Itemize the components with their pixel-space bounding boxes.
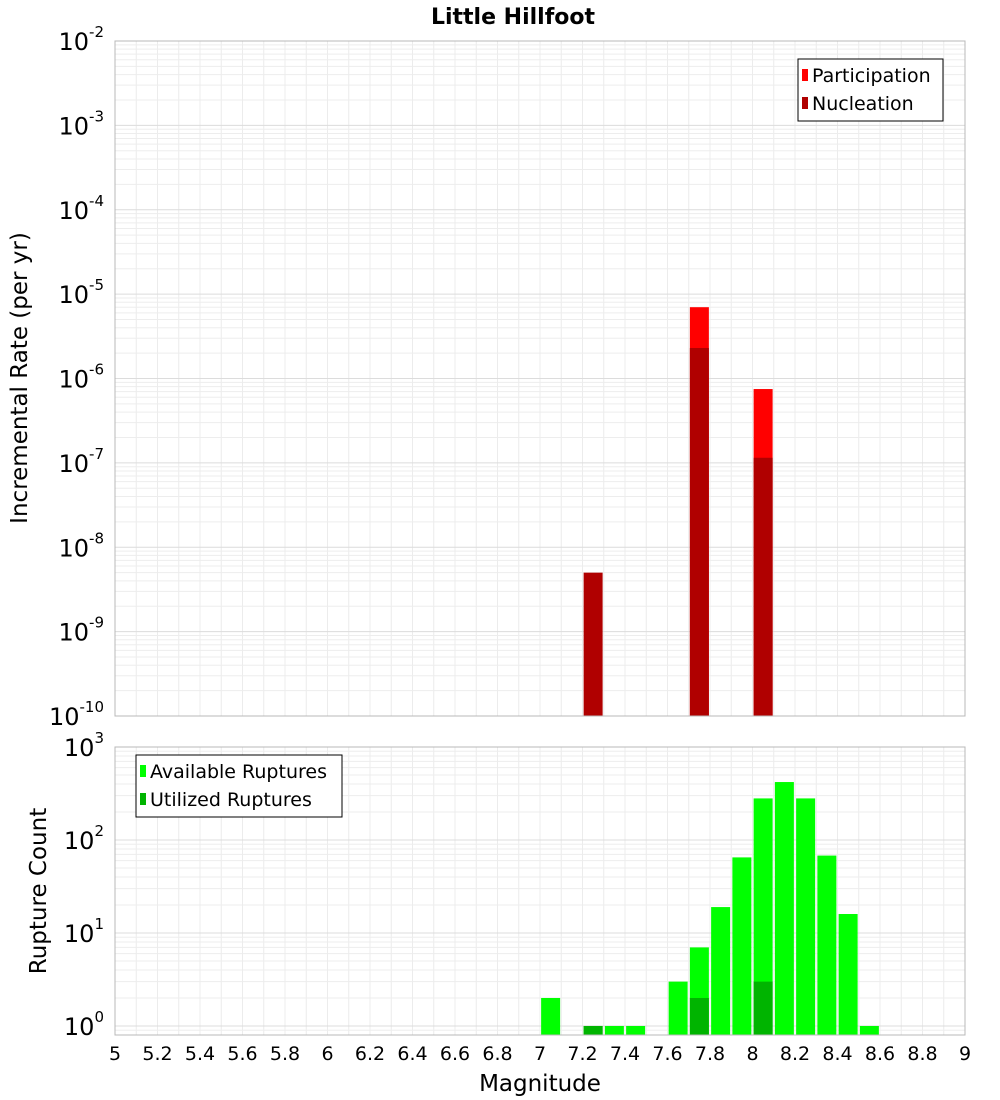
rupture-count-legend-swatch xyxy=(140,765,146,777)
x-tick-label: 6.8 xyxy=(482,1043,512,1065)
rate-y-axis-label: Incremental Rate (per yr) xyxy=(7,232,33,524)
rupture-count-bar-utilized-ruptures xyxy=(753,981,773,1035)
rupture-count-legend-label: Available Ruptures xyxy=(150,761,327,783)
rupture-count-legend-swatch xyxy=(140,793,146,805)
y-tick-label: 10-10 xyxy=(49,698,104,731)
rupture-count-y-axis-label: Rupture Count xyxy=(26,808,52,974)
rupture-count-bar-available-ruptures xyxy=(711,907,731,1035)
rupture-count-bar-available-ruptures xyxy=(796,798,816,1035)
rate-legend-swatch xyxy=(802,97,808,109)
y-tick-label: 103 xyxy=(64,729,104,762)
rupture-count-legend-label: Utilized Ruptures xyxy=(150,789,312,811)
y-tick-label: 101 xyxy=(64,915,104,948)
x-tick-label: 6.4 xyxy=(397,1043,427,1065)
rupture-count-bar-utilized-ruptures xyxy=(689,997,709,1035)
rupture-count-bars xyxy=(541,782,879,1035)
x-tick-label: 6.2 xyxy=(355,1043,385,1065)
y-tick-label: 10-3 xyxy=(58,107,104,140)
rupture-count-bar-available-ruptures xyxy=(838,914,858,1035)
rupture-count-bar-available-ruptures xyxy=(604,1025,624,1035)
rate-y-ticks: 10-10 10-9 10-8 10-7 10-6 10-5 10-4 10-3 10-2 xyxy=(49,23,104,731)
magnitude-x-ticks: 5 5.2 5.4 5.6 5.8 6 6.2 6.4 6.6 6.8 7 7.2 7.4 7.6 7.8 8… xyxy=(109,1043,971,1065)
x-tick-label: 5.8 xyxy=(270,1043,300,1065)
rupture-count-bar-available-ruptures xyxy=(753,798,773,1035)
y-tick-label: 10-4 xyxy=(58,192,104,225)
rupture-count-y-ticks: 100 101 102 103 xyxy=(64,729,104,1041)
rate-legend-label: Participation xyxy=(812,65,931,87)
y-tick-label: 10-6 xyxy=(58,361,104,394)
rate-legend: Participation Nucleation xyxy=(797,58,944,122)
x-tick-label: 8.4 xyxy=(822,1043,852,1065)
x-tick-label: 7.6 xyxy=(652,1043,682,1065)
x-tick-label: 8 xyxy=(746,1043,758,1065)
rupture-count-legend-box xyxy=(135,754,343,818)
x-tick-label: 5.6 xyxy=(227,1043,257,1065)
rupture-count-bar-available-ruptures xyxy=(668,981,688,1035)
y-tick-label: 102 xyxy=(64,822,104,855)
x-tick-label: 6.6 xyxy=(440,1043,470,1065)
rate-bar-nucleation xyxy=(689,347,709,716)
rupture-count-plot: 100 101 102 103 5 5.2 5.4 5.6 5.8 6 6.2 6.4 6.6 6.8 7… xyxy=(26,729,971,1097)
y-tick-label: 10-2 xyxy=(58,23,104,56)
x-tick-label: 8.2 xyxy=(780,1043,810,1065)
x-tick-label: 8.6 xyxy=(865,1043,895,1065)
x-tick-label: 7.4 xyxy=(610,1043,640,1065)
rate-bar-nucleation xyxy=(753,457,773,716)
y-tick-label: 10-8 xyxy=(58,529,104,562)
x-tick-label: 9 xyxy=(959,1043,971,1065)
rate-grid xyxy=(114,40,966,717)
x-tick-label: 7 xyxy=(534,1043,546,1065)
rate-plot-frame xyxy=(114,40,966,717)
rupture-count-bar-available-ruptures xyxy=(859,1025,879,1035)
rupture-count-plot-frame xyxy=(114,746,966,1036)
y-tick-label: 10-7 xyxy=(58,445,104,478)
y-tick-label: 10-9 xyxy=(58,614,104,647)
rupture-count-bar-available-ruptures xyxy=(774,782,794,1035)
rate-legend-label: Nucleation xyxy=(812,93,914,115)
x-tick-label: 8.8 xyxy=(907,1043,937,1065)
x-tick-label: 5.2 xyxy=(142,1043,172,1065)
x-tick-label: 5.4 xyxy=(185,1043,215,1065)
x-tick-label: 6 xyxy=(321,1043,333,1065)
rate-bar-nucleation xyxy=(583,572,603,716)
rate-bars xyxy=(583,307,773,716)
x-tick-label: 5 xyxy=(109,1043,121,1065)
rate-legend-box xyxy=(797,58,944,122)
y-tick-label: 10-5 xyxy=(58,276,104,309)
rupture-count-bar-available-ruptures xyxy=(732,857,752,1035)
x-tick-label: 7.8 xyxy=(695,1043,725,1065)
rupture-count-legend: Available Ruptures Utilized Ruptures xyxy=(135,754,343,818)
rupture-count-bar-available-ruptures xyxy=(626,1025,646,1035)
rupture-count-bar-available-ruptures xyxy=(541,997,561,1035)
y-tick-label: 100 xyxy=(64,1008,104,1041)
rate-legend-swatch xyxy=(802,69,808,81)
rate-plot: 10-10 10-9 10-8 10-7 10-6 10-5 10-4 10-3 10-2 In… xyxy=(7,23,966,731)
rupture-count-bar-utilized-ruptures xyxy=(583,1025,603,1035)
rupture-count-bar-available-ruptures xyxy=(817,855,837,1035)
x-tick-label: 7.2 xyxy=(567,1043,597,1065)
x-axis-label: Magnitude xyxy=(479,1071,601,1097)
chart-title: Little Hillfoot xyxy=(431,5,596,30)
